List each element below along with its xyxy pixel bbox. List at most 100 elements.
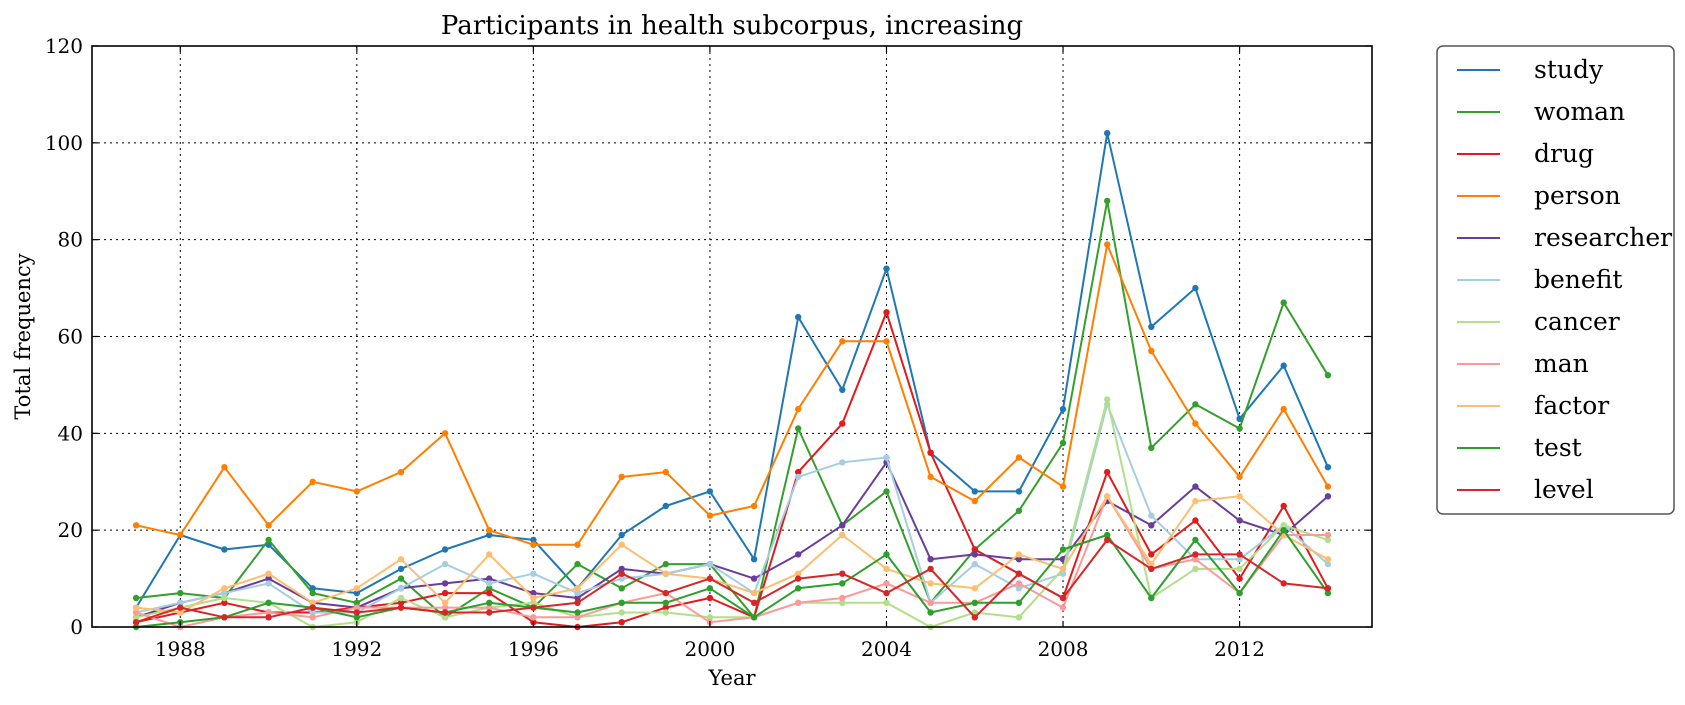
data-point-study <box>1236 415 1243 422</box>
legend-entry-factor: factor <box>1457 391 1609 420</box>
series-line-study <box>135 132 1329 609</box>
data-point-researcher <box>530 589 537 597</box>
x-tick-label: 2000 <box>684 637 735 661</box>
legend-label: level <box>1534 475 1594 504</box>
legend-entry-cancer: cancer <box>1457 307 1620 336</box>
series-line-person <box>135 243 1329 546</box>
data-point-man <box>1324 531 1332 539</box>
data-point-researcher <box>795 551 802 558</box>
data-point-woman <box>1192 401 1199 408</box>
data-point-level <box>397 604 405 611</box>
grid-lines <box>92 46 1372 627</box>
data-point-test <box>1324 589 1332 597</box>
data-point-woman <box>177 589 184 597</box>
data-point-level <box>574 599 581 606</box>
data-point-level <box>221 614 228 621</box>
data-point-factor <box>1148 560 1155 568</box>
data-point-woman <box>795 425 802 432</box>
data-point-woman <box>486 585 493 592</box>
data-point-test <box>927 609 934 616</box>
data-point-factor <box>927 580 934 587</box>
data-point-woman <box>574 560 581 568</box>
x-tick-label: 1992 <box>331 637 382 661</box>
legend-label: study <box>1534 55 1604 84</box>
data-point-factor <box>1059 565 1067 573</box>
data-point-benefit <box>530 570 537 577</box>
data-point-cancer <box>221 594 228 602</box>
data-point-test <box>750 614 758 621</box>
data-point-man <box>1192 556 1199 563</box>
data-point-benefit <box>486 580 493 587</box>
legend-entry-benefit: benefit <box>1457 265 1622 294</box>
data-point-factor <box>353 585 360 592</box>
data-point-level <box>353 609 360 616</box>
data-point-drug <box>1192 517 1199 524</box>
data-point-person <box>353 488 360 495</box>
data-point-factor <box>839 531 846 539</box>
series-line-researcher <box>135 461 1329 619</box>
data-point-level <box>441 609 449 616</box>
data-point-factor <box>397 556 405 563</box>
data-point-person <box>883 338 890 345</box>
y-tick-label: 40 <box>58 421 83 445</box>
data-point-benefit <box>265 580 272 587</box>
data-point-factor <box>750 589 758 597</box>
data-point-factor <box>1104 493 1111 500</box>
data-point-researcher <box>927 556 934 563</box>
data-point-person <box>1236 473 1243 481</box>
data-point-benefit <box>706 560 714 568</box>
data-point-cancer <box>530 599 537 606</box>
data-point-cancer <box>662 609 669 616</box>
data-point-person <box>1280 405 1287 413</box>
legend-label: woman <box>1534 97 1625 126</box>
legend-label: person <box>1534 181 1621 210</box>
data-point-benefit <box>795 473 802 481</box>
legend-entry-study: study <box>1457 55 1604 84</box>
data-point-level <box>1280 580 1287 587</box>
data-point-level <box>530 604 537 611</box>
data-point-man <box>1015 580 1023 587</box>
data-point-cancer <box>1324 536 1332 544</box>
data-point-cancer <box>1104 396 1111 403</box>
series-study <box>132 130 1332 611</box>
data-point-benefit <box>839 459 846 466</box>
data-point-woman <box>1059 439 1067 447</box>
data-point-cancer <box>397 594 405 602</box>
legend-entry-drug: drug <box>1457 139 1594 168</box>
data-point-drug <box>1104 468 1111 476</box>
legend-items: study woman drug person researcher benefit can… <box>1457 55 1672 504</box>
data-point-test <box>265 599 272 606</box>
data-point-woman <box>309 589 316 597</box>
data-point-drug <box>397 599 405 606</box>
data-point-factor <box>574 585 581 592</box>
data-point-man <box>839 594 846 602</box>
data-point-benefit <box>441 560 449 568</box>
series-factor <box>132 493 1332 616</box>
legend-entry-test: test <box>1457 433 1582 462</box>
data-point-test <box>1015 599 1023 606</box>
data-point-test <box>1280 527 1287 534</box>
data-point-level <box>132 619 140 626</box>
data-point-researcher <box>839 522 846 529</box>
data-point-drug <box>1148 551 1155 558</box>
data-point-benefit <box>397 585 405 592</box>
data-point-person <box>1104 241 1111 248</box>
data-point-level <box>1015 570 1023 577</box>
series-drug <box>132 309 1332 631</box>
data-point-factor <box>309 599 316 606</box>
data-point-study <box>1148 323 1155 330</box>
data-point-drug <box>706 594 714 602</box>
data-point-factor <box>1324 556 1332 563</box>
data-point-researcher <box>971 551 978 558</box>
data-point-test <box>1104 531 1111 539</box>
data-point-woman <box>1104 197 1111 205</box>
data-point-level <box>706 575 714 582</box>
y-tick-label: 0 <box>70 615 83 639</box>
legend-label: factor <box>1534 391 1609 420</box>
data-point-person <box>1192 420 1199 427</box>
data-point-benefit <box>574 589 581 597</box>
data-point-benefit <box>221 589 228 597</box>
data-point-cancer <box>1280 522 1287 529</box>
data-point-level <box>618 570 625 577</box>
